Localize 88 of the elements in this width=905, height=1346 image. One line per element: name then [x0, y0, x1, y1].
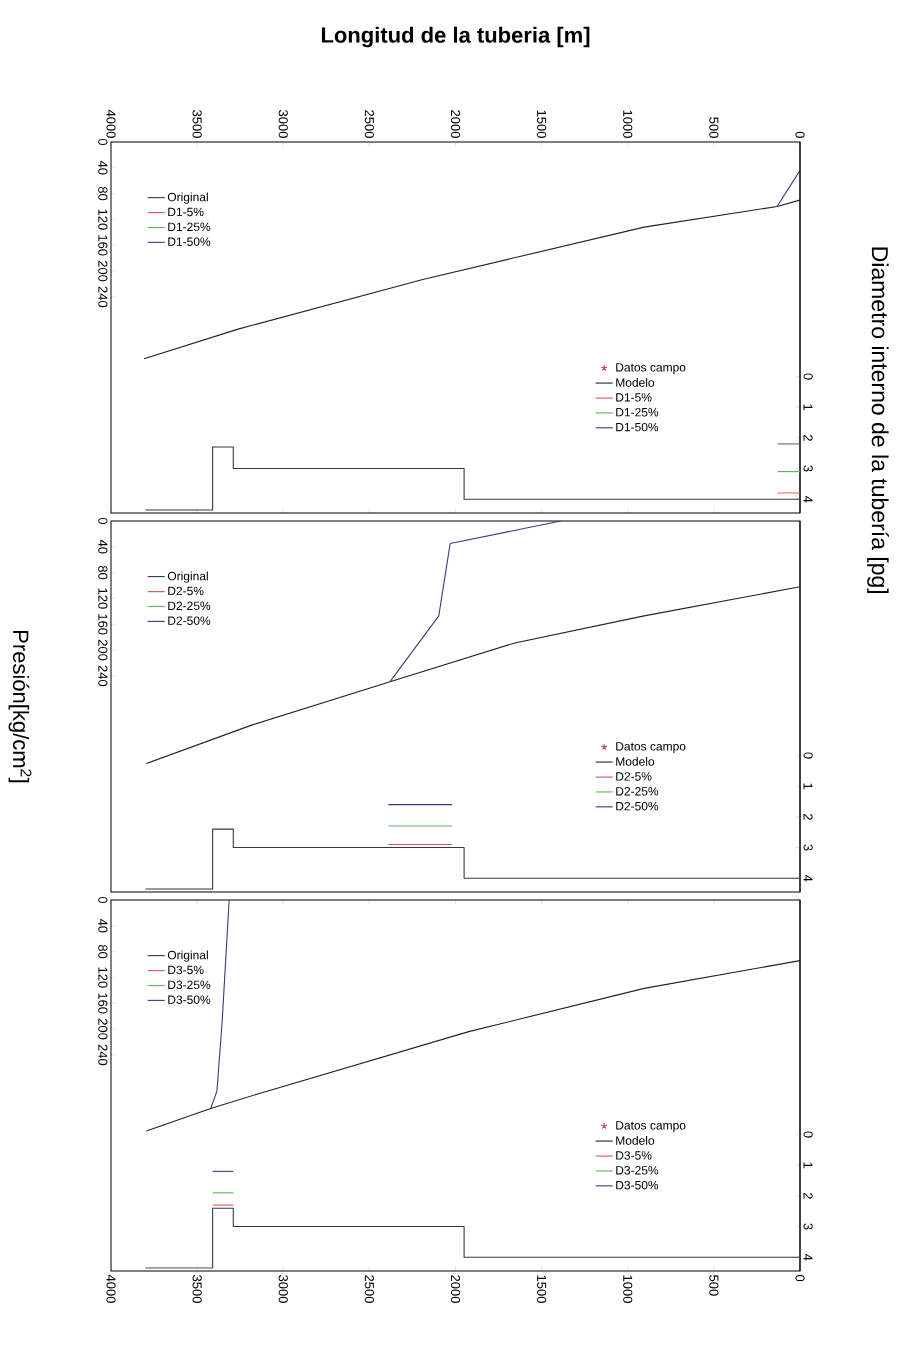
y-tick-label: 0 — [98, 517, 108, 525]
legend-label: D1-50% — [168, 237, 211, 246]
y-tick-label: 80 — [98, 565, 108, 580]
legend-label: D1-25% — [616, 408, 659, 417]
x-tick-label: 3000 — [278, 110, 288, 138]
legend-label: Modelo — [616, 377, 655, 387]
x-tick-label: 1000 — [623, 1275, 633, 1303]
x-tick-label: 0 — [795, 1275, 805, 1282]
x-tick-label: 3500 — [192, 110, 202, 138]
x-tick-label: 4000 — [106, 1274, 116, 1303]
y2-tick-label: 4 — [803, 874, 813, 882]
y-tick-label: 0 — [98, 138, 108, 146]
y2-tick-label: 0 — [803, 1131, 813, 1138]
legend-label: Modelo — [616, 1135, 655, 1145]
legend-label: D2-50% — [616, 801, 659, 811]
x-tick-label: 3000 — [278, 1275, 288, 1303]
x-tick-label: 1000 — [623, 110, 633, 138]
legend-label: Original — [167, 571, 208, 583]
x-tick-label: 2500 — [364, 1275, 374, 1303]
x-axis-title: Longitud de la tuberia [m] — [321, 26, 590, 48]
legend-label: D2-5% — [616, 772, 652, 781]
legend-label: D2-5% — [168, 586, 204, 596]
y-axis-title: Presión[kg/cm$^{2}$] — [8, 631, 32, 783]
y-tick-label: 160 — [98, 235, 108, 256]
legend-label: D2-50% — [168, 616, 211, 625]
y2-tick-label: 1 — [803, 404, 813, 411]
x-tick-label: 500 — [709, 117, 719, 138]
y2-tick-label: 0 — [803, 752, 813, 759]
x-tick-label: 2000 — [450, 110, 461, 138]
y2-tick-label: 1 — [803, 1162, 813, 1169]
x-tick-label: 1500 — [537, 1275, 547, 1303]
y-tick-label: 200 — [98, 639, 108, 661]
y-tick-label: 240 — [98, 1044, 108, 1066]
y2-tick-label: 2 — [803, 434, 813, 441]
y-tick-label: 40 — [98, 918, 108, 933]
legend-label: D3-25% — [168, 980, 211, 990]
legend-label: D1-5% — [616, 393, 652, 402]
x-tick-label: 500 — [709, 1275, 719, 1296]
line-series — [145, 586, 800, 765]
legend-label: D3-5% — [168, 965, 204, 975]
y-tick-label: 80 — [98, 186, 108, 201]
legend-label: D2-25% — [168, 601, 211, 611]
legend-label: D3-50% — [616, 1180, 659, 1190]
x-tick-label: 1500 — [537, 110, 547, 138]
legend-label: Original — [167, 950, 208, 962]
y2-tick-label: 3 — [803, 1223, 813, 1230]
legend-label: D1-25% — [168, 222, 211, 232]
y2-tick-label: 2 — [803, 813, 813, 820]
x-tick-label: 4000 — [106, 109, 116, 138]
y-tick-label: 120 — [98, 588, 108, 609]
legend-label: D2-25% — [616, 787, 659, 796]
y-tick-label: 200 — [98, 1018, 108, 1040]
line-series — [389, 520, 562, 683]
y-tick-label: 120 — [98, 209, 108, 230]
y-tick-label: 40 — [98, 539, 108, 554]
x-tick-label: 3500 — [192, 1275, 202, 1303]
legend-label: Datos campo — [616, 363, 686, 374]
x-tick-label: 2500 — [364, 110, 374, 138]
x-tick-label: 2000 — [450, 1275, 461, 1303]
y-tick-label: 40 — [98, 160, 108, 175]
y2-tick-label: 4 — [803, 495, 813, 503]
y-tick-label: 160 — [98, 614, 108, 635]
y-tick-label: 200 — [98, 260, 108, 282]
legend-label: D3-50% — [168, 995, 211, 1004]
legend-label: Datos campo — [616, 742, 686, 753]
y-tick-label: 160 — [98, 993, 108, 1014]
y2-tick-label: 1 — [803, 783, 813, 790]
legend-label: D3-5% — [616, 1151, 652, 1160]
legend-label: D3-25% — [616, 1166, 659, 1175]
legend-label: Modelo — [616, 756, 655, 766]
x-tick-label: 0 — [795, 131, 805, 138]
y2-tick-label: 2 — [803, 1192, 813, 1199]
y-tick-label: 120 — [98, 967, 108, 988]
y2-tick-label: 0 — [803, 373, 813, 380]
y2-tick-label: 3 — [803, 844, 813, 851]
y-tick-label: 240 — [98, 665, 108, 687]
y-tick-label: 80 — [98, 944, 108, 959]
y2-tick-label: 3 — [803, 465, 813, 472]
y-tick-label: 0 — [98, 896, 108, 904]
y2-tick-label: 4 — [803, 1253, 813, 1261]
legend-label: D1-50% — [616, 422, 659, 432]
legend-label: Datos campo — [616, 1121, 686, 1132]
y-tick-label: 240 — [98, 286, 108, 308]
y2-axis-title: Diametro interno de la tubería [pg] — [867, 247, 889, 594]
legend-label: D1-5% — [168, 207, 204, 217]
line-series — [145, 960, 800, 1132]
legend-label: Original — [167, 192, 208, 204]
line-series — [210, 900, 230, 1109]
